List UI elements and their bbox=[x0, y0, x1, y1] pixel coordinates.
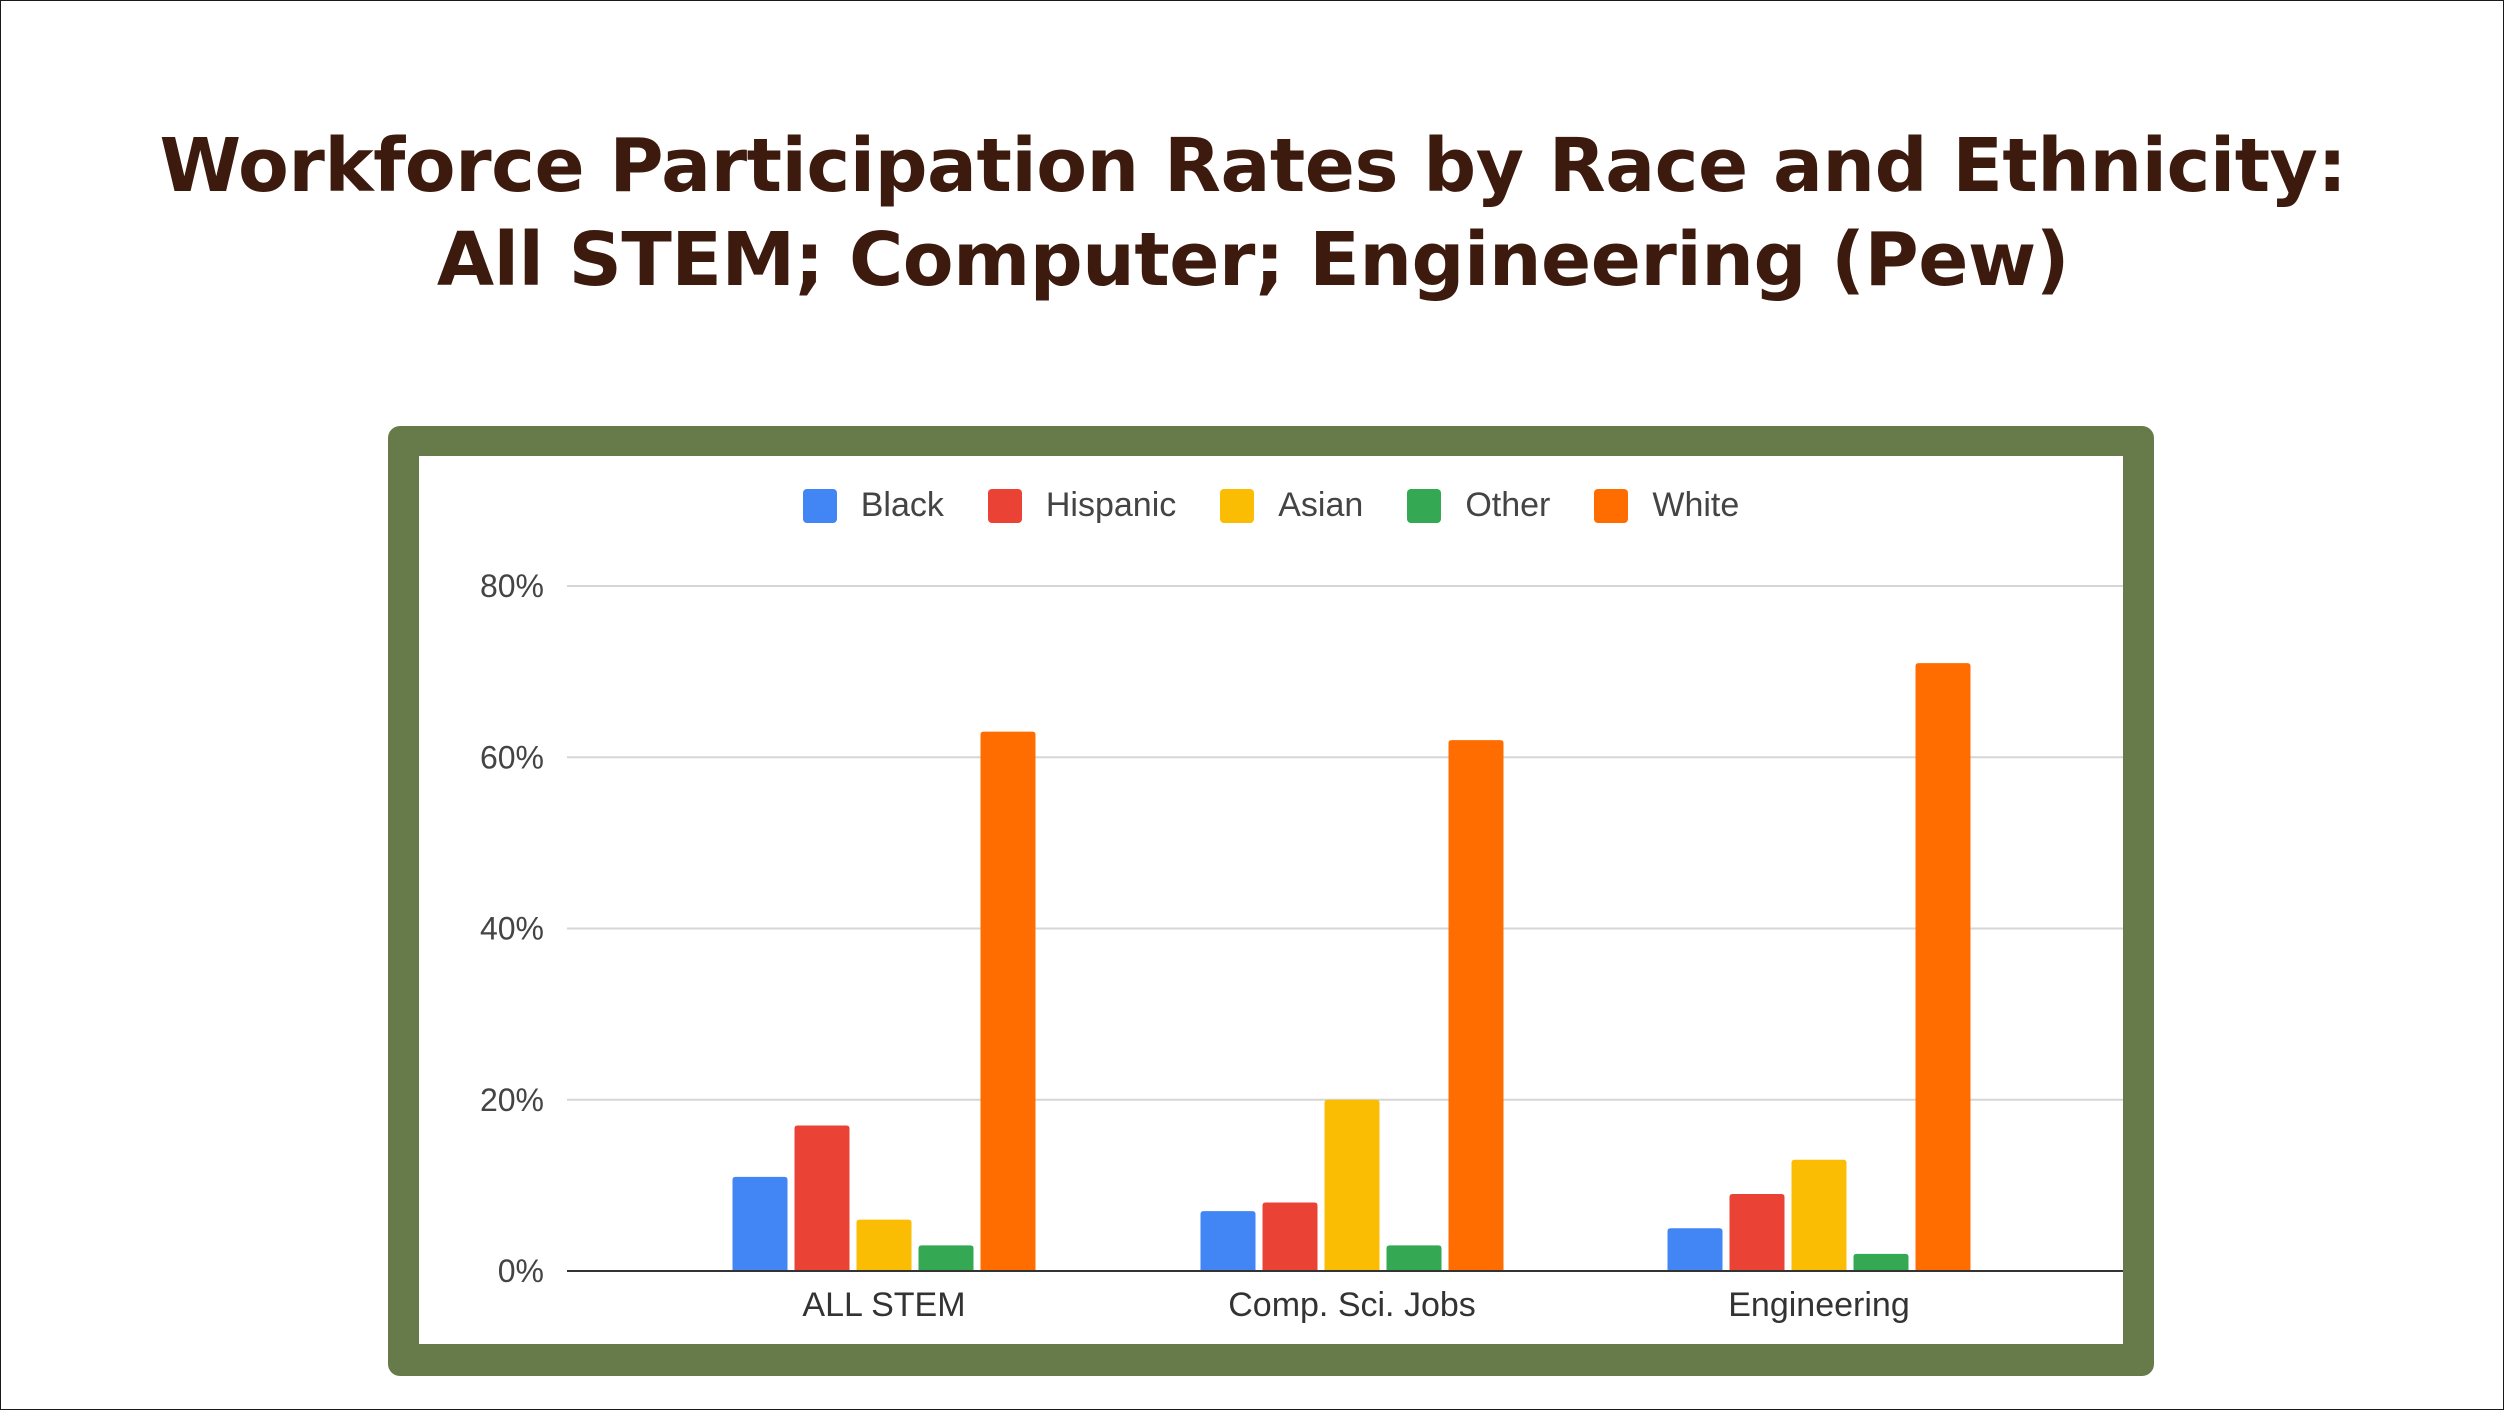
bar-asian-0 bbox=[856, 1219, 912, 1271]
legend-label: Asian bbox=[1278, 486, 1364, 524]
bar-hispanic-0 bbox=[794, 1125, 850, 1271]
bar-other-0 bbox=[918, 1245, 974, 1271]
legend-swatch bbox=[1594, 488, 1629, 523]
y-tick-label: 20% bbox=[480, 1082, 544, 1118]
legend-item-black: Black bbox=[802, 486, 944, 525]
bar-other-1 bbox=[1386, 1245, 1442, 1271]
x-tick-label: ALL STEM bbox=[802, 1286, 965, 1324]
bar-asian-2 bbox=[1791, 1159, 1847, 1271]
legend-item-white: White bbox=[1594, 486, 1739, 525]
bar-black-2 bbox=[1667, 1228, 1723, 1271]
bar-white-2 bbox=[1915, 663, 1971, 1271]
chart-panel: Black Hispanic Asian Other White 0% 20% 40% 60%… bbox=[419, 456, 2123, 1344]
y-tick-label: 80% bbox=[480, 568, 544, 604]
x-tick-label: Engineering bbox=[1728, 1286, 1909, 1324]
chart-frame: Black Hispanic Asian Other White 0% 20% 40% 60%… bbox=[388, 426, 2154, 1376]
legend-swatch bbox=[802, 488, 837, 523]
bar-chart: 0% 20% 40% 60% 80% ALL STEM Comp. Sci. Jobs Eng… bbox=[480, 568, 2123, 1324]
bar-other-2 bbox=[1853, 1253, 1909, 1271]
legend-swatch bbox=[1407, 488, 1442, 523]
legend-item-asian: Asian bbox=[1220, 486, 1363, 525]
chart-legend: Black Hispanic Asian Other White bbox=[419, 486, 2123, 525]
legend-label: Other bbox=[1465, 486, 1551, 524]
legend-item-hispanic: Hispanic bbox=[987, 486, 1177, 525]
legend-label: Black bbox=[860, 486, 944, 524]
bar-white-0 bbox=[980, 731, 1036, 1271]
legend-swatch bbox=[1220, 488, 1255, 523]
y-tick-label: 60% bbox=[480, 739, 544, 775]
bar-black-1 bbox=[1200, 1211, 1256, 1271]
bar-hispanic-1 bbox=[1262, 1202, 1318, 1271]
legend-item-other: Other bbox=[1407, 486, 1550, 525]
slide-title: Workforce Participation Rates by Race an… bbox=[159, 123, 2347, 303]
x-tick-label: Comp. Sci. Jobs bbox=[1228, 1286, 1476, 1324]
legend-label: White bbox=[1652, 486, 1740, 524]
bar-asian-1 bbox=[1324, 1099, 1380, 1271]
bar-white-1 bbox=[1448, 740, 1504, 1271]
legend-label: Hispanic bbox=[1045, 486, 1177, 524]
bar-hispanic-2 bbox=[1729, 1193, 1785, 1271]
y-tick-label: 0% bbox=[498, 1253, 544, 1289]
y-tick-label: 40% bbox=[480, 911, 544, 947]
bar-black-0 bbox=[732, 1176, 788, 1271]
legend-swatch bbox=[987, 488, 1022, 523]
